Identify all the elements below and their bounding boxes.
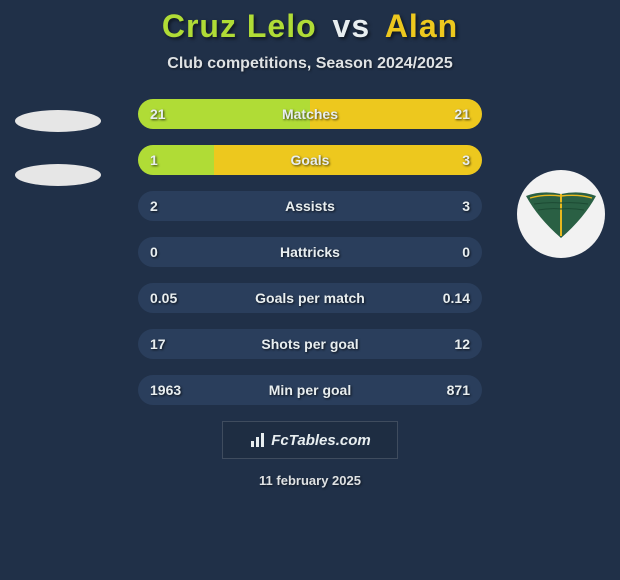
brand-logo: FcTables.com — [222, 421, 398, 459]
stat-row: 0 0 Hattricks — [138, 237, 482, 267]
stat-value-right: 3 — [462, 198, 470, 214]
stat-value-left: 1 — [150, 152, 158, 168]
page-title: Cruz Lelo vs Alan — [0, 8, 620, 45]
player2-badge-area — [517, 170, 605, 258]
stat-label: Goals per match — [255, 290, 365, 306]
stat-row: 1 3 Goals — [138, 145, 482, 175]
stat-label: Goals — [291, 152, 330, 168]
stat-label: Min per goal — [269, 382, 351, 398]
brand-suffix: Tables.com — [289, 432, 371, 449]
vs-text: vs — [333, 8, 371, 44]
stat-value-right: 21 — [454, 106, 470, 122]
subtitle: Club competitions, Season 2024/2025 — [0, 55, 620, 73]
stat-label: Matches — [282, 106, 338, 122]
stat-row: 21 21 Matches — [138, 99, 482, 129]
bar-right-fill — [214, 145, 482, 175]
stat-row: 1963 871 Min per goal — [138, 375, 482, 405]
stat-value-right: 12 — [454, 336, 470, 352]
stat-value-left: 1963 — [150, 382, 181, 398]
bar-chart-icon — [249, 431, 267, 449]
comparison-card: Cruz Lelo vs Alan Club competitions, Sea… — [0, 0, 620, 580]
stat-label: Hattricks — [280, 244, 340, 260]
stat-value-left: 21 — [150, 106, 166, 122]
stat-value-left: 2 — [150, 198, 158, 214]
ellipse-placeholder-icon — [15, 164, 101, 186]
stat-value-left: 0.05 — [150, 290, 177, 306]
stat-value-right: 0.14 — [443, 290, 470, 306]
stat-value-right: 3 — [462, 152, 470, 168]
player1-badge-area — [15, 110, 105, 250]
club-badge-icon — [517, 170, 605, 258]
stat-value-left: 0 — [150, 244, 158, 260]
stat-value-left: 17 — [150, 336, 166, 352]
stat-label: Assists — [285, 198, 335, 214]
brand-text: FcTables.com — [271, 432, 371, 449]
stat-row: 0.05 0.14 Goals per match — [138, 283, 482, 313]
wing-shield-icon — [524, 188, 598, 240]
ellipse-placeholder-icon — [15, 110, 101, 132]
stat-value-right: 0 — [462, 244, 470, 260]
stats-bars: 21 21 Matches 1 3 Goals 2 3 Assists 0 0 Hattricks 0.… — [138, 99, 482, 405]
player2-name: Alan — [385, 8, 458, 44]
footer-date: 11 february 2025 — [0, 473, 620, 488]
stat-row: 2 3 Assists — [138, 191, 482, 221]
stat-row: 17 12 Shots per goal — [138, 329, 482, 359]
stat-value-right: 871 — [447, 382, 470, 398]
stat-label: Shots per goal — [261, 336, 358, 352]
player1-name: Cruz Lelo — [162, 8, 317, 44]
brand-prefix: Fc — [271, 432, 289, 449]
